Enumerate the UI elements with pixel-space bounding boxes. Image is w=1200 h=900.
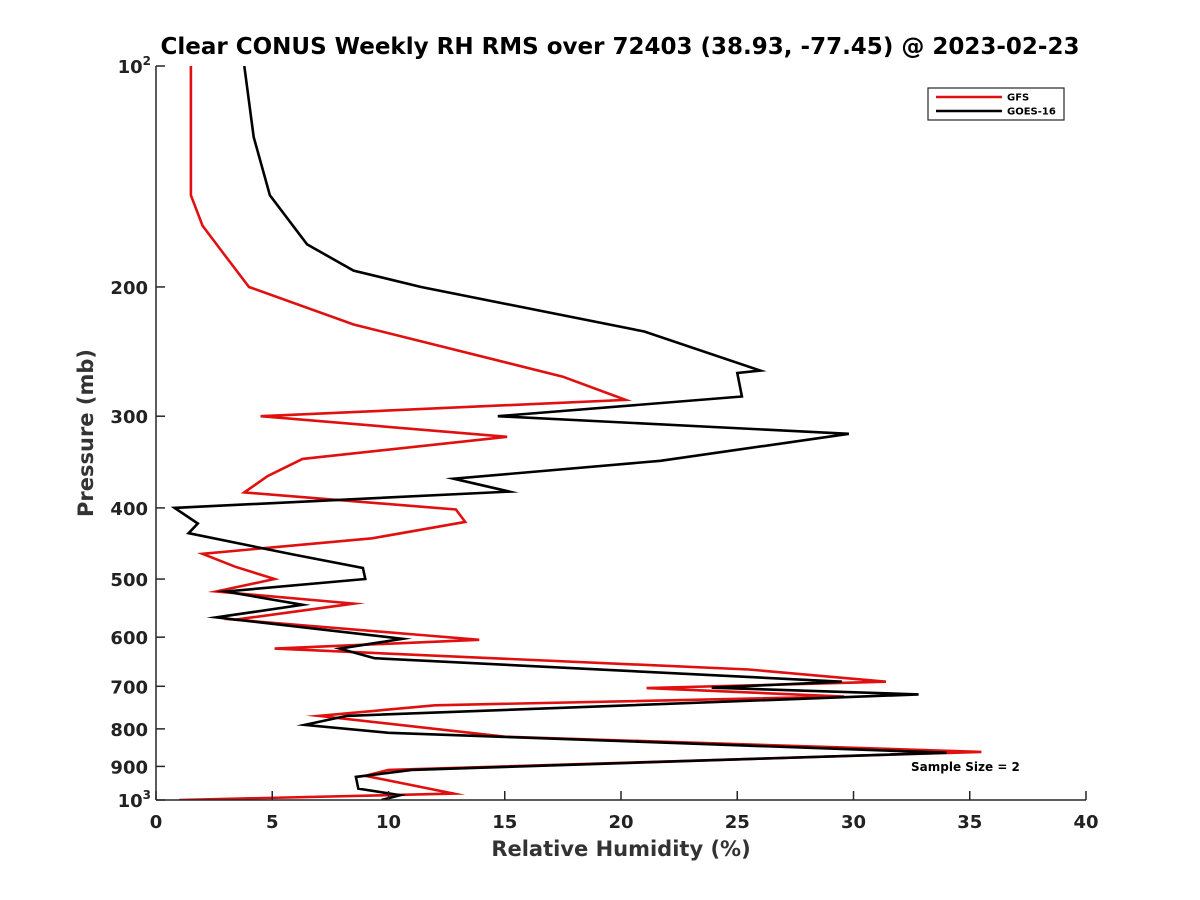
y-tick-label: 900 bbox=[110, 757, 148, 778]
y-tick-label: 600 bbox=[110, 628, 148, 649]
x-axis-label: Relative Humidity (%) bbox=[491, 837, 750, 861]
y-axis-ticks: 102 200 300 400 500 600 700 800 900 103 bbox=[110, 54, 165, 812]
series-layer bbox=[170, 66, 982, 800]
legend-label-goes-16: GOES-16 bbox=[1007, 107, 1056, 118]
y-tick-label: 103 bbox=[118, 788, 151, 812]
series-line-goes-16 bbox=[170, 66, 947, 800]
legend-label-gfs: GFS bbox=[1007, 93, 1029, 104]
sample-size-annotation: Sample Size = 2 bbox=[911, 760, 1020, 774]
x-tick-label: 20 bbox=[608, 812, 633, 833]
legend: GFS GOES-16 bbox=[927, 87, 1065, 121]
series-line-gfs bbox=[179, 66, 982, 800]
plot-area: 0 5 10 15 20 25 30 35 40 102 200 300 400 500 600 700 80… bbox=[110, 54, 1098, 833]
y-tick-label: 400 bbox=[110, 499, 148, 520]
x-tick-label: 10 bbox=[376, 812, 401, 833]
x-tick-label: 25 bbox=[725, 812, 750, 833]
y-tick-label: 200 bbox=[110, 278, 148, 299]
x-tick-label: 40 bbox=[1073, 812, 1098, 833]
y-tick-label: 500 bbox=[110, 570, 148, 591]
y-tick-label: 102 bbox=[118, 54, 151, 78]
x-tick-label: 35 bbox=[957, 812, 982, 833]
y-tick-label: 800 bbox=[110, 720, 148, 741]
x-tick-label: 0 bbox=[150, 812, 163, 833]
x-axis-ticks: 0 5 10 15 20 25 30 35 40 bbox=[150, 791, 1099, 833]
y-axis-label: Pressure (mb) bbox=[74, 349, 98, 517]
x-tick-label: 5 bbox=[266, 812, 279, 833]
chart-title: Clear CONUS Weekly RH RMS over 72403 (38… bbox=[161, 34, 1080, 60]
y-tick-label: 300 bbox=[110, 407, 148, 428]
y-tick-label: 700 bbox=[110, 677, 148, 698]
legend-box bbox=[927, 87, 1065, 121]
x-tick-label: 30 bbox=[841, 812, 866, 833]
x-tick-label: 15 bbox=[492, 812, 517, 833]
